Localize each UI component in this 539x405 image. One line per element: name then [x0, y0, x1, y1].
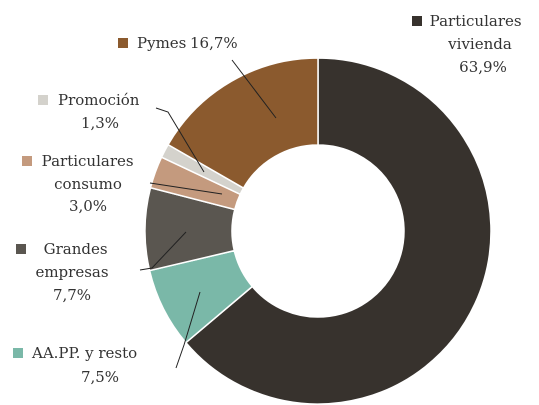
legend-marker [38, 95, 48, 105]
legend-marker [118, 38, 128, 48]
legend-marker [13, 348, 23, 358]
legend-marker [16, 244, 26, 254]
label-line: consumo [54, 175, 122, 193]
category-label: Pymes [137, 34, 186, 52]
donut-slice [167, 57, 319, 190]
label-line: vivienda [447, 35, 512, 53]
label-line: Grandes [44, 240, 113, 258]
value-label: 1,3% [81, 114, 119, 132]
leader-lines [139, 59, 277, 369]
category-label: Grandes empresas [35, 240, 112, 281]
donut [144, 57, 492, 405]
value-label: 7,5% [81, 368, 119, 386]
value-label: 3,0% [69, 197, 107, 215]
category-label: Particulares consumo [42, 152, 139, 193]
leader-line [139, 231, 187, 271]
category-label: Promoción [58, 91, 140, 109]
labels: Particulares vivienda 63,9% AA.PP. y resto… [13, 12, 526, 386]
category-label: Particulares vivienda [430, 12, 527, 53]
value-label: 63,9% [459, 58, 507, 76]
value-label: 16,7% [190, 34, 238, 52]
label-line: Particulares [430, 12, 527, 30]
donut-slice [184, 57, 492, 405]
label-line: Particulares [42, 152, 139, 170]
leader-line [149, 182, 223, 195]
category-label: AA.PP. y resto [31, 344, 137, 362]
legend-marker [412, 16, 422, 26]
legend-marker [22, 156, 32, 166]
value-label: 7,7% [53, 286, 91, 304]
leader-line [155, 107, 205, 173]
leader-line [175, 291, 201, 369]
leader-line [231, 59, 277, 119]
label-line: empresas [35, 263, 108, 281]
